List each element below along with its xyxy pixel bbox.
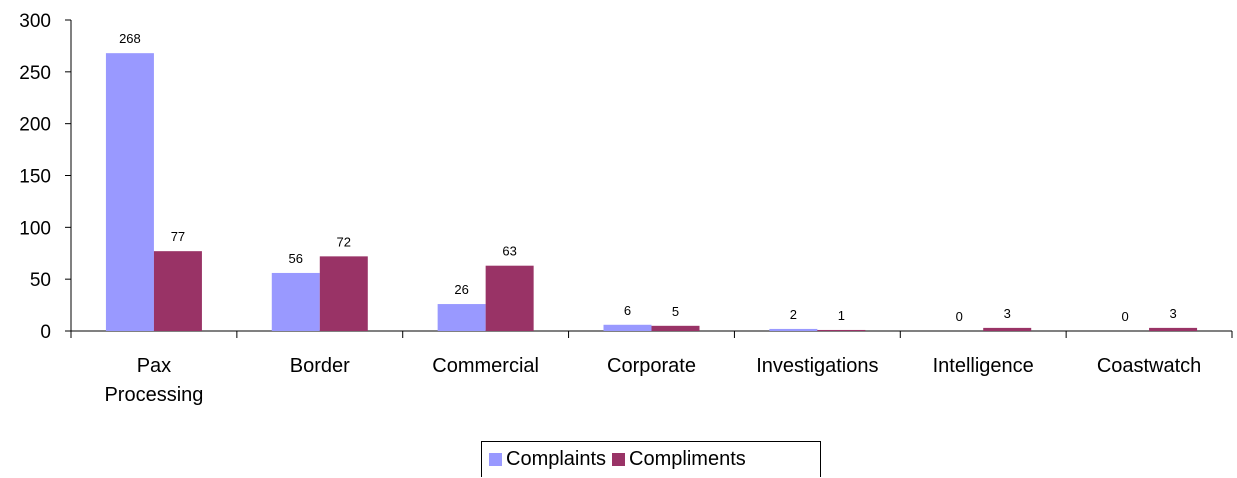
x-axis: Pax Processing Border Commercial Corporate In… — [70, 330, 1233, 406]
data-label: 56 — [289, 251, 303, 266]
legend-swatch-compliments — [612, 453, 626, 466]
bar-complaints — [437, 304, 486, 331]
bars — [105, 53, 1198, 331]
data-label: 77 — [171, 229, 185, 244]
legend-label-complaints: Complaints — [506, 448, 607, 470]
data-label: 6 — [624, 303, 631, 318]
data-label: 1 — [838, 308, 845, 323]
data-labels: 268 77 56 72 26 63 6 5 2 1 0 3 0 3 — [119, 31, 1177, 324]
bar-compliments — [651, 325, 700, 331]
x-tick-label: Pax Processing — [104, 355, 203, 406]
x-tick-label: Commercial — [432, 355, 539, 377]
data-label: 0 — [1121, 309, 1128, 324]
legend-label-compliments: Compliments — [629, 448, 746, 470]
bar-compliments — [983, 327, 1032, 331]
x-tick-label: Coastwatch — [1097, 355, 1202, 377]
legend-swatch-complaints — [489, 453, 502, 466]
bar-complaints — [769, 328, 818, 331]
data-label: 72 — [337, 234, 351, 249]
y-tick-label: 100 — [19, 218, 51, 239]
x-tick-label: Investigations — [756, 355, 878, 377]
x-tick-label: Intelligence — [933, 355, 1034, 377]
bar-complaints — [271, 272, 320, 331]
y-tick-label: 200 — [19, 115, 51, 136]
x-tick-label: Corporate — [607, 355, 696, 377]
data-label: 26 — [454, 282, 468, 297]
y-tick-label: 50 — [30, 270, 51, 291]
data-label: 3 — [1004, 306, 1011, 321]
data-label: 63 — [502, 244, 516, 259]
data-label: 2 — [790, 307, 797, 322]
y-tick-label: 150 — [19, 167, 51, 188]
data-label: 5 — [672, 304, 679, 319]
bar-complaints — [105, 53, 154, 331]
bar-compliments — [153, 251, 202, 331]
bar-compliments — [1149, 327, 1198, 331]
y-tick-label: 250 — [19, 63, 51, 84]
bar-complaints — [603, 324, 652, 331]
data-label: 0 — [956, 309, 963, 324]
legend-item-complaints: Complaints — [489, 448, 606, 471]
data-label: 268 — [119, 31, 141, 46]
data-label: 3 — [1169, 306, 1176, 321]
legend: Complaints Compliments — [481, 441, 821, 477]
y-axis: 0 50 100 150 200 250 300 — [19, 11, 72, 343]
y-tick-label: 0 — [40, 322, 51, 343]
legend-item-compliments: Compliments — [612, 448, 746, 471]
y-tick-label: 300 — [19, 11, 51, 32]
bar-compliments — [319, 256, 368, 331]
x-tick-label: Border — [290, 355, 350, 377]
bar-compliments — [817, 329, 866, 331]
bar-compliments — [485, 265, 534, 331]
